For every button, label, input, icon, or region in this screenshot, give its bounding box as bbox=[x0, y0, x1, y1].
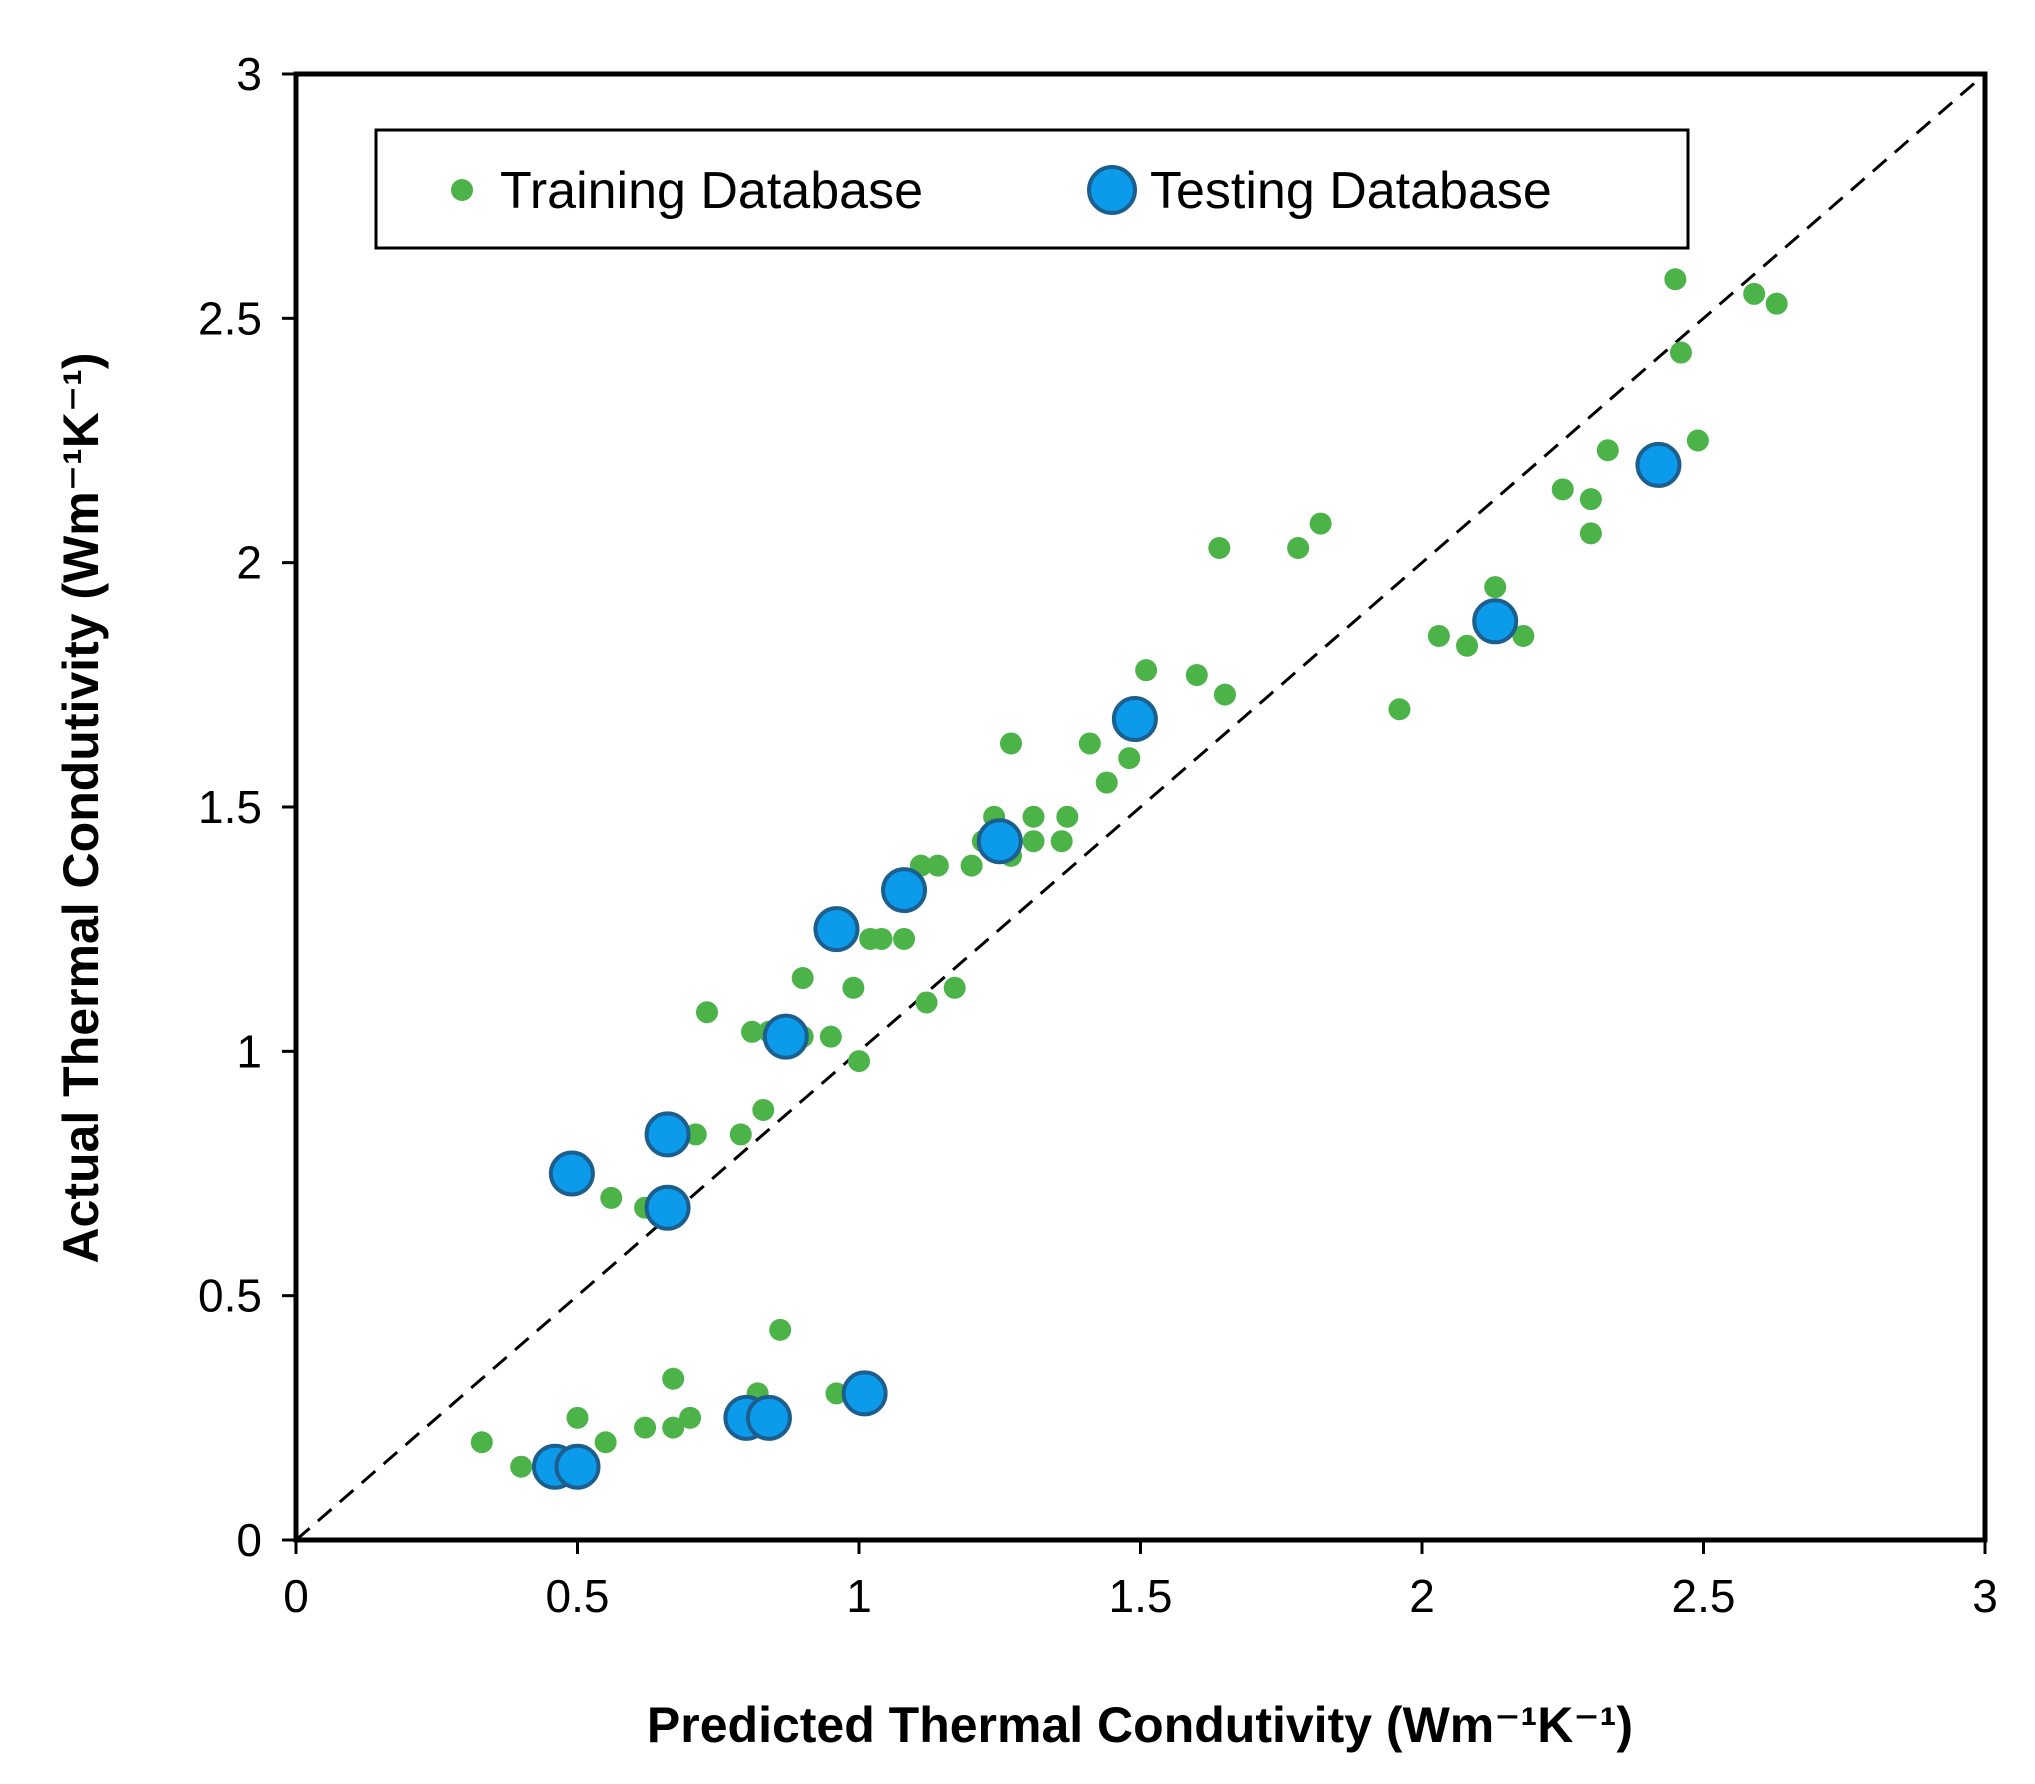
training-point bbox=[1050, 830, 1073, 853]
training-point bbox=[1118, 747, 1141, 770]
training-point bbox=[510, 1455, 533, 1478]
training-point bbox=[1579, 488, 1602, 511]
training-point bbox=[1022, 805, 1045, 828]
x-tick-label: 2 bbox=[1409, 1570, 1435, 1622]
training-point bbox=[470, 1431, 493, 1454]
training-point bbox=[960, 854, 983, 877]
testing-point bbox=[1111, 696, 1158, 743]
training-point bbox=[791, 967, 814, 990]
y-tick-label: 3 bbox=[236, 48, 262, 100]
training-point bbox=[1427, 624, 1450, 647]
testing-point bbox=[644, 1111, 691, 1158]
training-point bbox=[1095, 771, 1118, 794]
training-point bbox=[1078, 732, 1101, 755]
y-axis-title: Actual Thermal Condutivity (Wm⁻¹K⁻¹) bbox=[53, 352, 109, 1263]
testing-point bbox=[745, 1394, 792, 1441]
training-point bbox=[769, 1318, 792, 1341]
training-point bbox=[1135, 659, 1158, 682]
training-point bbox=[634, 1416, 657, 1439]
y-tick-label: 1 bbox=[236, 1025, 262, 1077]
training-point bbox=[1388, 698, 1411, 721]
testing-point bbox=[644, 1184, 691, 1231]
testing-point bbox=[976, 818, 1023, 865]
training-point bbox=[819, 1025, 842, 1048]
y-tick-label: 0 bbox=[236, 1514, 262, 1566]
training-point bbox=[662, 1367, 685, 1390]
training-point bbox=[1185, 664, 1208, 687]
training-point bbox=[594, 1431, 617, 1454]
training-point bbox=[870, 927, 893, 950]
x-tick-label: 0 bbox=[283, 1570, 309, 1622]
training-point bbox=[1000, 732, 1023, 755]
training-point bbox=[1743, 282, 1766, 305]
training-point bbox=[684, 1123, 707, 1146]
training-point bbox=[1596, 439, 1619, 462]
training-point bbox=[915, 991, 938, 1014]
axis-ticks: 0 0.5 1 1.5 2 2.5 3 0 0.5 1 1.5 2 2.5 3 bbox=[198, 48, 1998, 1622]
legend-box bbox=[374, 128, 1690, 250]
testing-point bbox=[813, 906, 860, 953]
x-axis-title: Predicted Thermal Condutivity (Wm⁻¹K⁻¹) bbox=[647, 1697, 1633, 1753]
testing-point bbox=[881, 867, 928, 914]
testing-point bbox=[1635, 441, 1682, 488]
x-tick-label: 3 bbox=[1972, 1570, 1998, 1622]
training-point bbox=[1579, 522, 1602, 545]
training-point bbox=[842, 976, 865, 999]
training-point bbox=[741, 1020, 764, 1043]
legend-training-label: Training Database bbox=[500, 162, 923, 220]
training-point bbox=[566, 1406, 589, 1429]
testing-point bbox=[762, 1013, 809, 1060]
training-point bbox=[926, 854, 949, 877]
testing-point bbox=[1472, 598, 1519, 645]
reference-line-y-equals-x bbox=[295, 72, 1986, 1542]
x-tick-label: 1 bbox=[846, 1570, 872, 1622]
x-tick-label: 1.5 bbox=[1109, 1570, 1173, 1622]
training-point bbox=[825, 1382, 848, 1405]
y-tick-label: 0.5 bbox=[198, 1270, 262, 1322]
training-point bbox=[1287, 537, 1310, 560]
training-point bbox=[1512, 624, 1535, 647]
y-tick-label: 2 bbox=[236, 537, 262, 589]
data-points bbox=[470, 268, 1788, 1490]
training-point bbox=[943, 976, 966, 999]
testing-point bbox=[548, 1150, 595, 1197]
training-point bbox=[1022, 830, 1045, 853]
legend-testing-marker bbox=[1087, 165, 1137, 215]
y-tick-label: 1.5 bbox=[198, 781, 262, 833]
training-point bbox=[1213, 683, 1236, 706]
training-point bbox=[752, 1098, 775, 1121]
training-point bbox=[662, 1416, 685, 1439]
training-point bbox=[1484, 576, 1507, 599]
training-point bbox=[1765, 292, 1788, 315]
training-point bbox=[1551, 478, 1574, 501]
x-tick-label: 0.5 bbox=[546, 1570, 610, 1622]
training-point bbox=[695, 1001, 718, 1024]
training-point bbox=[1056, 805, 1079, 828]
y-tick-label: 2.5 bbox=[198, 292, 262, 344]
legend-training-marker bbox=[451, 179, 473, 201]
training-point bbox=[679, 1406, 702, 1429]
training-point bbox=[1208, 537, 1231, 560]
testing-point bbox=[841, 1370, 888, 1417]
training-point bbox=[1456, 634, 1479, 657]
training-point bbox=[600, 1186, 623, 1209]
training-point bbox=[729, 1123, 752, 1146]
legend: Training Database Testing Database bbox=[374, 128, 1690, 250]
training-point bbox=[1664, 268, 1687, 291]
training-point bbox=[1309, 512, 1332, 535]
training-point bbox=[1669, 341, 1692, 364]
testing-point bbox=[554, 1443, 601, 1490]
training-point bbox=[893, 927, 916, 950]
training-point bbox=[848, 1050, 870, 1073]
x-tick-label: 2.5 bbox=[1672, 1570, 1736, 1622]
legend-testing-label: Testing Database bbox=[1150, 162, 1552, 220]
training-point bbox=[1686, 429, 1709, 452]
